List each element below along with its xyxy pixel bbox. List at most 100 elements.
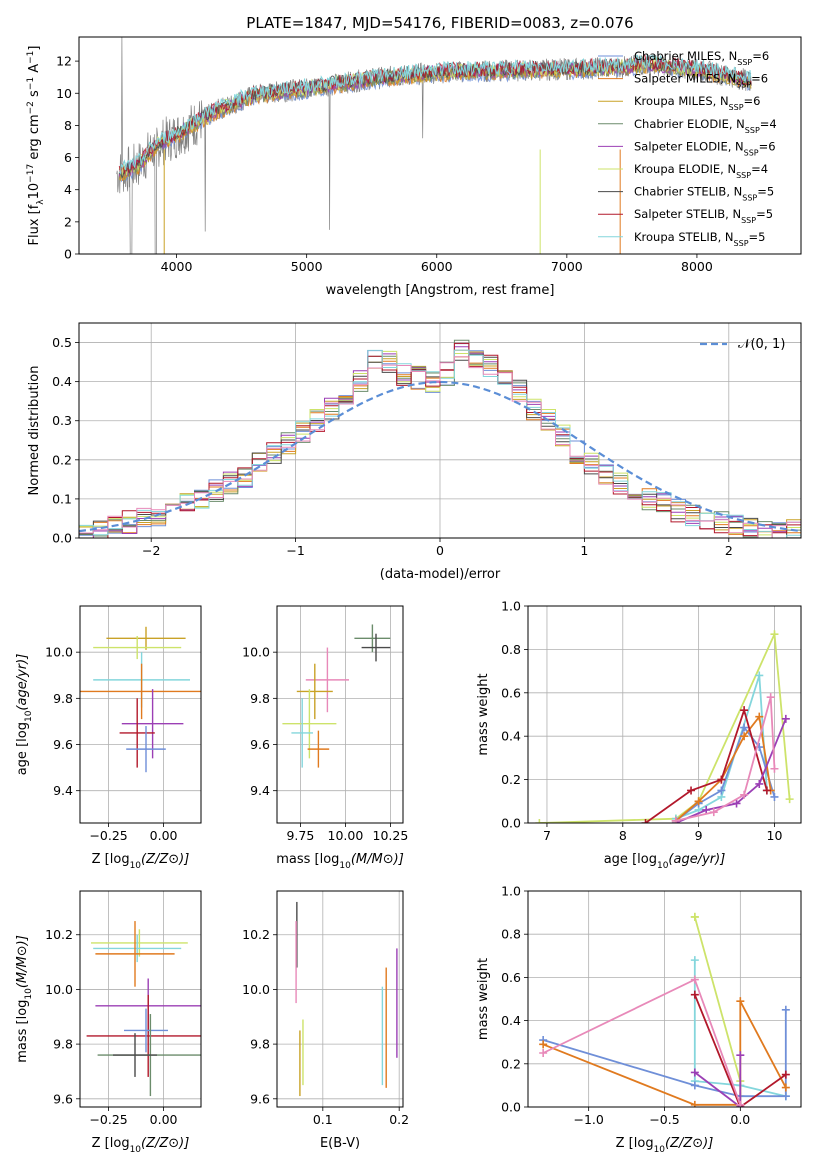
label-part: age [log	[15, 722, 30, 775]
residuals-x-label: (data-model)/error	[380, 567, 501, 582]
weight-line	[539, 630, 791, 823]
tick-label-y: 10.0	[45, 982, 73, 997]
weight-marker	[740, 790, 749, 799]
spectrum-x-label: wavelength [Angstrom, rest frame]	[326, 283, 555, 298]
legend-text: =4	[760, 117, 777, 131]
tick-label-y: 0.3	[52, 413, 72, 428]
weight-marker	[740, 732, 749, 741]
label-sub: 10	[24, 988, 34, 1000]
tick-label-x: 0.0	[730, 1112, 750, 1127]
legend-text: Chabrier STELIB, N	[634, 185, 742, 199]
tick-label-x: 6000	[421, 259, 453, 274]
label-part: Z [log	[616, 1136, 654, 1151]
label-part: (Z/Z⊙)]	[141, 1136, 189, 1151]
axes-frame	[78, 36, 802, 255]
label-sub: 10	[654, 1145, 666, 1155]
label-part: Z [log	[92, 1136, 130, 1151]
legend-sub: SSP	[745, 125, 760, 134]
weight-line	[694, 1055, 742, 1107]
tick-label-y: 9.6	[250, 1091, 270, 1106]
tick-label-x: 10	[767, 828, 783, 843]
weight-line	[693, 916, 742, 1097]
weight-marker	[736, 997, 745, 1006]
weight-marker	[781, 1070, 790, 1079]
legend-sub: SSP	[734, 238, 749, 247]
weight-marker	[770, 630, 779, 639]
tick-label-y: 0.2	[52, 452, 72, 467]
axes-frame	[276, 605, 404, 824]
weight-line	[693, 994, 787, 1107]
label-sub: 10	[24, 710, 34, 722]
tick-label-y: 0.5	[52, 335, 72, 350]
tick-label-x: 8	[619, 828, 627, 843]
y-axis-label: mass [log10(M/M⊙)]	[15, 935, 34, 1063]
weight-marker	[535, 819, 544, 823]
tick-label-x: 7000	[551, 259, 583, 274]
legend-sub: SSP	[741, 216, 756, 225]
errorbar-group	[86, 921, 201, 1097]
tick-label-y: 0.4	[52, 374, 72, 389]
legend-label: Kroupa MILES, NSSP=6	[634, 94, 760, 112]
tick-label-y: 0.0	[501, 816, 521, 831]
label-sub: 10	[130, 1145, 142, 1155]
tick-label-x: −2	[142, 543, 160, 558]
normal-curve	[79, 380, 801, 533]
tick-label-y: 0	[64, 247, 72, 262]
tick-label-x: 7	[543, 828, 551, 843]
weight-marker	[717, 775, 726, 784]
tick-label-y: 9.6	[250, 737, 270, 752]
errorbar-group	[282, 624, 391, 768]
y-axis-label: mass weight	[476, 673, 491, 755]
axes-frame	[78, 322, 802, 539]
tick-label-y: 9.8	[250, 691, 270, 706]
x-axis-label: age [log10(age/yr)]	[604, 852, 726, 871]
tick-label-y: 10.2	[242, 927, 270, 942]
legend-sub: SSP	[736, 171, 751, 180]
x-axis-label: Z [log10(Z/Z⊙)]	[92, 1136, 190, 1155]
legend-text: =5	[749, 230, 766, 244]
tick-label-x: 1	[580, 543, 588, 558]
tick-label-y: 9.6	[53, 1091, 73, 1106]
weight-marker	[740, 706, 749, 715]
legend-text: Chabrier MILES, N	[634, 49, 737, 63]
legend-sub: SSP	[736, 80, 751, 89]
tick-label-y: 6	[64, 150, 72, 165]
label-part: s	[27, 90, 42, 101]
tick-label-x: −0.5	[649, 1112, 679, 1127]
label-part: Flux [f	[27, 204, 42, 245]
weight-marker	[781, 714, 790, 723]
legend-text: Salpeter MILES, N	[634, 72, 736, 86]
tick-label-y: 10.0	[45, 645, 73, 660]
weight-marker	[762, 786, 771, 795]
label-sub: 10	[657, 861, 669, 871]
legend-text: Chabrier ELODIE, N	[634, 117, 745, 131]
tick-label-x: 0.00	[150, 1112, 178, 1127]
weight-marker	[690, 990, 699, 999]
histogram-group	[79, 339, 801, 538]
legend-label: Kroupa STELIB, NSSP=5	[634, 230, 765, 248]
tick-label-y: 8	[64, 118, 72, 133]
legend-text: =4	[751, 162, 768, 176]
label-part: −17	[26, 164, 36, 183]
weight-marker	[539, 1040, 548, 1049]
tick-label-y: 10.2	[45, 927, 73, 942]
weight-marker	[690, 1068, 699, 1077]
legend-text: =5	[757, 185, 774, 199]
weight-marker	[732, 799, 741, 808]
tick-label-y: 9.8	[53, 1037, 73, 1052]
legend-label: Chabrier ELODIE, NSSP=4	[634, 117, 777, 135]
weight-marker	[785, 795, 794, 804]
tick-label-x: −1.0	[573, 1112, 603, 1127]
weight-lines	[539, 912, 790, 1107]
axes-frame	[527, 605, 802, 824]
tick-label-x: 10.00	[328, 828, 364, 843]
axes-frame	[79, 605, 202, 824]
tick-label-y: 0.4	[501, 1013, 521, 1028]
legend-label: Chabrier STELIB, NSSP=5	[634, 185, 774, 203]
legend-text: =6	[759, 139, 776, 153]
label-sub: 10	[339, 861, 351, 871]
weight-marker	[766, 693, 775, 702]
residuals-y-label: Normed distribution	[27, 366, 42, 496]
tick-label-y: 9.8	[53, 691, 73, 706]
label-part: age [log	[604, 852, 657, 867]
